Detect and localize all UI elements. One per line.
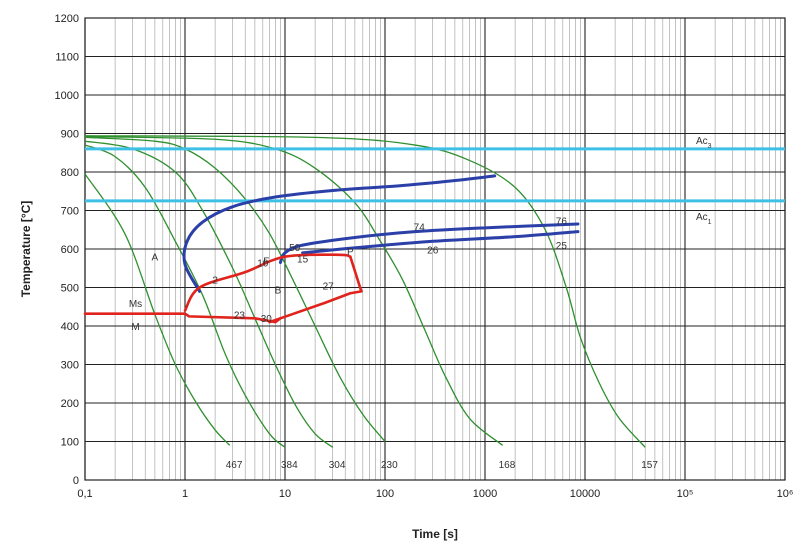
- percentage-label: 26: [427, 246, 439, 257]
- cooling-curve: [84, 173, 231, 446]
- percentage-label: 27: [323, 281, 335, 292]
- cooling-curve: [84, 140, 334, 448]
- percentage-label: 2: [212, 276, 218, 287]
- percentage-label: 50: [289, 243, 301, 254]
- percentage-label: 15: [297, 254, 309, 265]
- x-tick-label: 1: [182, 488, 188, 500]
- y-axis-title: Temperature [°C]: [19, 201, 33, 298]
- percentage-label: 76: [556, 217, 568, 228]
- x-tick-label: 1000: [473, 488, 497, 500]
- percentage-label: 30: [261, 314, 273, 325]
- cooling-curve: [84, 144, 286, 448]
- x-tick-label: 10000: [570, 488, 601, 500]
- x-tick-label: 0,1: [77, 488, 92, 500]
- transformation-curve-pearlite-end: [301, 230, 580, 255]
- transformation-curve-bainite-start: [183, 253, 352, 312]
- cooling-curve: [84, 135, 646, 448]
- percentage-label: 10: [257, 258, 269, 269]
- y-tick-label: 100: [61, 437, 79, 449]
- cooling-curve: [84, 136, 386, 442]
- plot-frame: [84, 17, 786, 481]
- x-tick-label: 10⁵: [677, 488, 694, 500]
- y-tick-label: 200: [61, 398, 79, 410]
- phase-label: A: [152, 253, 159, 264]
- y-tick-label: 700: [61, 206, 79, 218]
- percentage-label: 23: [234, 310, 246, 321]
- transformation-curve-pearlite-start: [278, 222, 580, 264]
- y-tick-label: 900: [61, 129, 79, 141]
- x-axis-title: Time [s]: [412, 527, 458, 541]
- x-tick-label: 10: [279, 488, 291, 500]
- percentage-label: 74: [414, 223, 426, 234]
- y-tick-label: 1100: [55, 52, 79, 64]
- y-tick-label: 1200: [55, 13, 79, 25]
- hardness-label: 304: [329, 460, 346, 471]
- phase-label: F: [263, 256, 269, 267]
- y-tick-label: 800: [61, 167, 79, 179]
- y-tick-label: 0: [73, 475, 79, 487]
- y-tick-label: 600: [61, 244, 79, 256]
- phase-label: P: [347, 247, 354, 258]
- cooling-curves: 467 384 304 230 168 157: [84, 135, 658, 471]
- transformation-curves: [83, 174, 580, 324]
- transformation-curve-ms-line: [83, 312, 282, 324]
- y-tick-label: 300: [61, 360, 79, 372]
- hardness-label: 157: [641, 460, 658, 471]
- hardness-label: 467: [226, 460, 243, 471]
- hardness-label: 384: [281, 460, 298, 471]
- y-tick-label: 1000: [55, 90, 79, 102]
- hardness-label: 230: [381, 460, 398, 471]
- phase-label: Ms: [129, 299, 142, 310]
- y-tick-label: 400: [61, 321, 79, 333]
- transformation-curve-ferrite-start: [182, 174, 497, 293]
- percentage-label: 25: [556, 241, 568, 252]
- x-tick-label: 100: [376, 488, 394, 500]
- y-tick-label: 500: [61, 283, 79, 295]
- x-tick-label: 10⁶: [777, 488, 794, 500]
- hardness-label: 168: [499, 460, 516, 471]
- phase-label: M: [131, 322, 139, 333]
- phase-label: B: [275, 285, 282, 296]
